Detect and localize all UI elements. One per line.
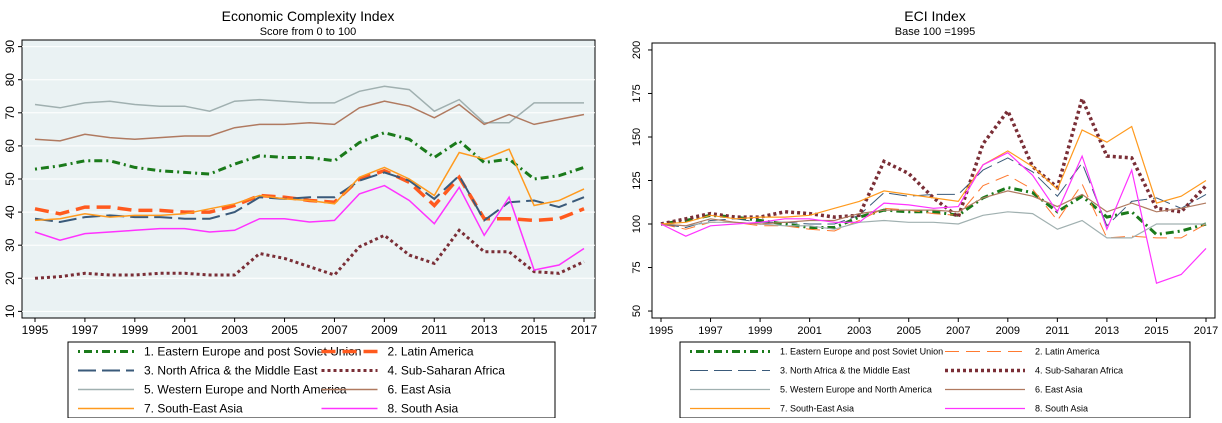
x-tick-label: 2007 (946, 325, 970, 337)
legend-label: 5. Western Europe and North America (144, 383, 347, 397)
y-tick-label: 10 (3, 304, 17, 318)
legend-box (679, 341, 1191, 419)
x-tick-label: 2005 (271, 323, 298, 337)
x-tick-label: 2001 (171, 323, 198, 337)
legend-label: 8. South Asia (388, 402, 459, 416)
legend-label: 1. Eastern Europe and post Soviet Union (780, 347, 943, 357)
x-tick-label: 1995 (649, 325, 673, 337)
x-tick-label: 2013 (1095, 325, 1119, 337)
y-tick-label: 100 (631, 215, 643, 233)
y-tick-label: 60 (3, 139, 17, 153)
series-line (34, 148, 585, 222)
y-tick-label: 80 (3, 73, 17, 87)
x-tick-label: 1999 (748, 325, 772, 337)
legend-label: 7. South-East Asia (780, 404, 854, 414)
plot-area (651, 42, 1216, 319)
x-tick-label: 2013 (471, 323, 498, 337)
x-tick-label: 2005 (896, 325, 920, 337)
x-tick-label: 2007 (321, 323, 348, 337)
legend-label: 3. North Africa & the Middle East (780, 366, 911, 376)
y-tick-label: 50 (3, 172, 17, 186)
y-tick-label: 40 (3, 205, 17, 219)
x-tick-label: 2009 (996, 325, 1020, 337)
x-tick-label: 1997 (72, 323, 99, 337)
series-line (34, 228, 585, 280)
y-tick-label: 20 (3, 271, 17, 285)
series-line (660, 151, 1207, 284)
series-line (34, 184, 585, 271)
x-tick-label: 1999 (121, 323, 148, 337)
legend-label: 7. South-East Asia (144, 402, 243, 416)
x-tick-label: 2017 (1194, 325, 1218, 337)
legend-label: 1. Eastern Europe and post Soviet Union (144, 345, 361, 359)
y-tick-label: 70 (3, 106, 17, 120)
legend-label: 2. Latin America (388, 345, 474, 359)
chart-subtitle: Base 100 =1995 (895, 26, 975, 38)
y-tick-label: 175 (631, 84, 643, 102)
legend-label: 8. South Asia (1035, 404, 1088, 414)
x-tick-label: 2001 (797, 325, 821, 337)
chart-subtitle: Score from 0 to 100 (260, 26, 357, 38)
x-tick-label: 2003 (847, 325, 871, 337)
legend-label: 6. East Asia (1035, 385, 1083, 395)
y-tick-label: 200 (631, 41, 643, 59)
y-tick-label: 50 (631, 305, 643, 317)
chart-title: Economic Complexity Index (222, 8, 395, 24)
y-tick-label: 30 (3, 238, 17, 252)
legend-label: 5. Western Europe and North America (780, 385, 932, 395)
series-line (660, 125, 1207, 225)
legend-label: 2. Latin America (1035, 347, 1100, 357)
y-tick-label: 90 (3, 40, 17, 54)
legend-label: 4. Sub-Saharan Africa (388, 364, 506, 378)
legend-label: 3. North Africa & the Middle East (144, 364, 318, 378)
series-line (660, 157, 1207, 229)
chart-title: ECI Index (904, 8, 965, 24)
x-tick-label: 2003 (221, 323, 248, 337)
chart: Economic Complexity Index Score from 0 to… (3, 8, 598, 419)
y-tick-label: 150 (631, 128, 643, 146)
x-tick-label: 2011 (1046, 325, 1070, 337)
x-tick-label: 2015 (521, 323, 548, 337)
x-tick-label: 1997 (698, 325, 722, 337)
series-line (34, 85, 584, 124)
series-line (660, 185, 1207, 237)
series-line (34, 100, 585, 142)
x-tick-label: 1995 (22, 323, 49, 337)
chart: ECI Index Base 100 =1995 50 75 100 125 150 175 2… (631, 8, 1218, 419)
y-tick-label: 75 (631, 261, 643, 273)
series-line (34, 131, 585, 181)
legend-label: 4. Sub-Saharan Africa (1035, 366, 1123, 376)
x-tick-label: 2017 (571, 323, 598, 337)
x-tick-label: 2009 (371, 323, 398, 337)
series-line (34, 171, 585, 224)
x-tick-label: 2015 (1144, 325, 1168, 337)
legend-box (67, 341, 556, 419)
x-tick-label: 2011 (421, 323, 447, 337)
legend-label: 6. East Asia (388, 383, 452, 397)
y-tick-label: 125 (631, 171, 643, 189)
